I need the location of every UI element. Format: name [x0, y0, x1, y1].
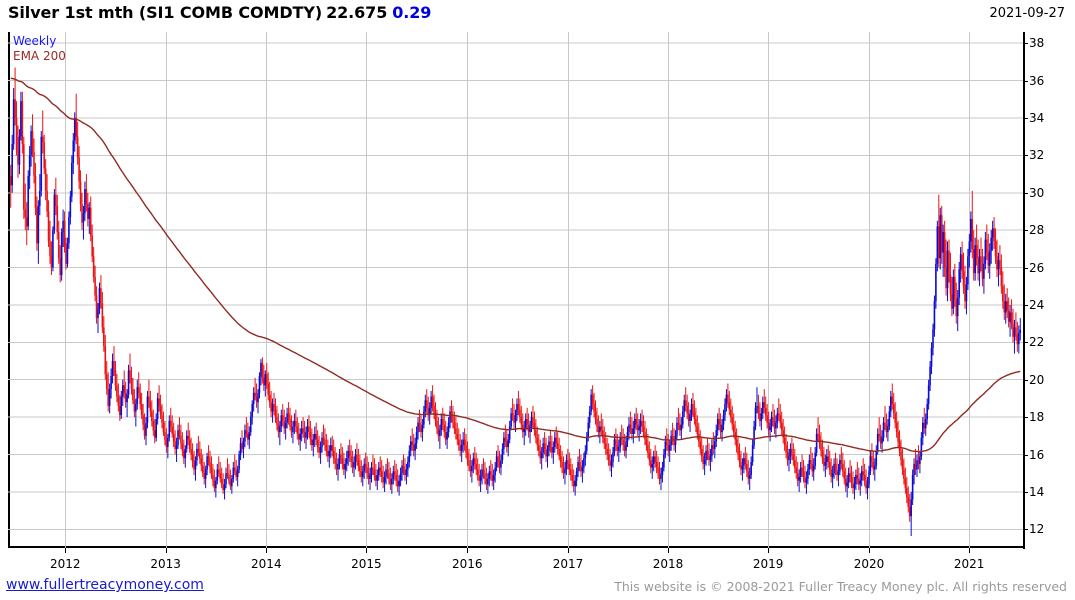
y-axis-tick-mark [1023, 342, 1028, 343]
copyright-text: This website is © 2008-2021 Fuller Treac… [614, 579, 1067, 594]
y-axis-tick-mark [1023, 43, 1028, 44]
y-axis-tick-label: 36 [1029, 73, 1045, 88]
y-axis-tick-mark [1023, 193, 1028, 194]
candlestick-series [9, 67, 1022, 537]
y-axis-tick-mark [1023, 492, 1028, 493]
y-axis-tick-label: 30 [1029, 185, 1045, 200]
y-axis-tick-label: 22 [1029, 335, 1045, 350]
x-axis-tick-mark [568, 548, 569, 553]
gridlines [8, 32, 1023, 548]
x-axis: 2012 2013 2014 2015 2016 2017 2018 2019 2020 2021 [8, 548, 1023, 574]
x-axis-tick-label: 2015 [351, 557, 382, 571]
chart-footer: www.fullertreacymoney.com This website i… [0, 576, 1075, 600]
x-axis-tick-mark [869, 548, 870, 553]
y-axis-tick-label: 26 [1029, 260, 1045, 275]
x-axis-tick-mark [65, 548, 66, 553]
y-axis-line [1023, 32, 1025, 549]
x-axis-tick-mark [366, 548, 367, 553]
y-axis-tick-mark [1023, 268, 1028, 269]
y-axis-tick-label: 18 [1029, 410, 1045, 425]
y-axis-tick-label: 12 [1029, 522, 1045, 537]
y-axis-tick-label: 16 [1029, 447, 1045, 462]
y-axis-tick-label: 14 [1029, 484, 1045, 499]
y-axis-tick-label: 28 [1029, 223, 1045, 238]
price-chart-svg [8, 32, 1023, 548]
plot-area[interactable]: Weekly EMA 200 [8, 32, 1023, 548]
chart-header: Silver 1st mth (SI1 COMB COMDTY) 22.675 0.… [0, 0, 1075, 28]
x-axis-tick-label: 2014 [251, 557, 282, 571]
ema-200-line [10, 77, 1021, 453]
site-link[interactable]: www.fullertreacymoney.com [6, 577, 204, 593]
instrument-name: Silver 1st mth (SI1 COMB COMDTY) [8, 3, 323, 22]
y-axis-tick-label: 24 [1029, 297, 1045, 312]
x-axis-tick-mark [768, 548, 769, 553]
y-axis-tick-mark [1023, 417, 1028, 418]
x-axis-tick-label: 2020 [853, 557, 885, 571]
x-axis-tick-mark [969, 548, 970, 553]
y-axis-tick-mark [1023, 230, 1028, 231]
x-axis-tick-mark [668, 548, 669, 553]
x-axis-tick-label: 2012 [49, 557, 81, 571]
x-axis-tick-mark [266, 548, 267, 553]
y-axis-tick-mark [1023, 118, 1028, 119]
y-axis-tick-label: 34 [1029, 111, 1045, 125]
x-axis-tick-label: 2013 [150, 557, 181, 571]
y-axis-tick-mark [1023, 455, 1028, 456]
x-axis-tick-mark [467, 548, 468, 553]
y-axis-tick-mark [1023, 81, 1028, 82]
price-change: 0.29 [392, 3, 432, 22]
y-axis-tick-label: 38 [1029, 36, 1045, 51]
y-axis: 12 14 16 18 20 22 24 26 28 30 32 34 36 38 [1023, 32, 1075, 552]
y-axis-tick-mark [1023, 380, 1028, 381]
y-axis-tick-mark [1023, 155, 1028, 156]
last-price: 22.675 [326, 3, 388, 22]
x-axis-tick-label: 2017 [552, 557, 584, 571]
x-axis-tick-label: 2021 [953, 557, 985, 571]
y-axis-tick-mark [1023, 529, 1028, 530]
chart-date: 2021-09-27 [989, 6, 1065, 21]
x-axis-tick-mark [166, 548, 167, 553]
instrument-title: Silver 1st mth (SI1 COMB COMDTY) 22.675 0.… [8, 3, 431, 22]
x-axis-tick-label: 2019 [752, 557, 784, 571]
x-axis-tick-label: 2018 [652, 557, 684, 571]
y-axis-tick-label: 20 [1029, 372, 1045, 387]
y-axis-tick-label: 32 [1029, 148, 1045, 163]
y-axis-tick-mark [1023, 305, 1028, 306]
x-axis-tick-label: 2016 [452, 557, 483, 571]
